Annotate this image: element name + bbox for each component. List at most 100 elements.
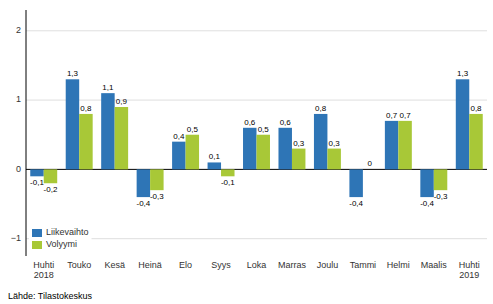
x-tick-line: Maalis [421, 260, 448, 270]
x-tick-line: Tammi [350, 260, 377, 270]
data-label: -0,4 [420, 199, 434, 208]
page: {"chart_data": { "type": "bar", "categor… [0, 0, 493, 304]
data-label: -0,1 [221, 178, 235, 187]
x-tick-label: Marras [278, 260, 307, 270]
data-label: 0,8 [470, 104, 482, 113]
data-label: -0,2 [44, 185, 58, 194]
data-label: 0,9 [116, 97, 128, 106]
y-tick-label: 1 [16, 94, 21, 104]
x-tick-label: Syys [211, 260, 231, 270]
x-tick-label: Maalis [421, 260, 448, 270]
data-label: -0,3 [434, 192, 448, 201]
legend-item: Liikevaihto [32, 227, 89, 237]
grid-line [26, 238, 487, 239]
data-label: -0,3 [150, 192, 164, 201]
x-tick-line: Heinä [138, 260, 162, 270]
bar [101, 93, 114, 169]
x-tick-label: Kesä [104, 260, 125, 270]
legend: Liikevaihto Volyymi [29, 226, 92, 252]
bar [385, 121, 398, 170]
data-label: 0,5 [187, 125, 199, 134]
x-tick-line: Marras [278, 260, 307, 270]
bar [314, 114, 327, 169]
bar [349, 169, 362, 197]
x-tick-label: Joulu [317, 260, 339, 270]
y-tick-label: 2 [16, 25, 21, 35]
bar [456, 79, 469, 169]
x-tick-label: Heinä [138, 260, 162, 270]
legend-label: Volyymi [46, 239, 77, 249]
bar [186, 135, 199, 170]
chart: −1 0 1 2 -0,1 1,3 1,1 -0,4 0,4 0,1 0,6 0,6 0,8 -0,4 0,… [0, 0, 493, 304]
data-label: 0,1 [209, 152, 221, 161]
x-tick-line: Huhti [459, 260, 480, 270]
x-tick-label: Loka [247, 260, 267, 270]
bar [278, 128, 291, 170]
x-tick-line: Helmi [387, 260, 410, 270]
data-label: 0,8 [315, 104, 327, 113]
bar [137, 169, 150, 197]
bar [243, 128, 256, 170]
y-axis-line [26, 10, 27, 256]
data-label: 0,4 [173, 132, 185, 141]
bar [79, 114, 92, 169]
bar [257, 135, 270, 170]
legend-label: Liikevaihto [46, 227, 89, 237]
x-tick-label: Huhti2018 [33, 260, 54, 280]
data-label: 1,1 [102, 83, 114, 92]
data-label: 0,3 [329, 139, 341, 148]
bar [420, 169, 433, 197]
source-note: Lähde: Tilastokeskus [8, 291, 93, 301]
legend-swatch [32, 241, 42, 249]
data-label: 1,3 [457, 69, 469, 78]
x-tick-label: Huhti2019 [459, 260, 480, 280]
bar [469, 114, 482, 169]
data-label: 0,6 [280, 118, 292, 127]
data-label: 0,7 [400, 111, 412, 120]
bars [30, 79, 482, 197]
data-label: 1,3 [67, 69, 79, 78]
data-label: -0,4 [349, 199, 363, 208]
x-tick-line: Kesä [104, 260, 125, 270]
x-tick-label: Elo [179, 260, 192, 270]
y-tick-label: −1 [11, 233, 21, 243]
grid-line [26, 100, 487, 101]
data-label: 0 [367, 159, 372, 168]
data-label: -0,1 [30, 178, 44, 187]
data-label: 0,6 [244, 118, 256, 127]
data-label: 0,7 [386, 111, 398, 120]
grid-line [26, 30, 487, 31]
bar [44, 169, 57, 183]
x-tick-label: Helmi [387, 260, 410, 270]
x-tick-line: Touko [67, 260, 91, 270]
bar [30, 169, 43, 176]
data-label: -0,4 [136, 199, 150, 208]
bar [292, 149, 305, 170]
data-label: 0,8 [80, 104, 92, 113]
bar [398, 121, 411, 170]
y-ticks: −1 0 1 2 [11, 25, 21, 243]
bar [150, 169, 163, 190]
x-tick-label: Touko [67, 260, 91, 270]
data-label: 0,5 [258, 125, 270, 134]
grid [26, 31, 487, 239]
data-labels: -0,1 1,3 1,1 -0,4 0,4 0,1 0,6 0,6 0,8 -0,4 0,7 -0,4… [30, 69, 482, 207]
bar [363, 169, 376, 170]
x-tick-line: Syys [211, 260, 231, 270]
x-ticks: Huhti2018ToukoKesäHeinäEloSyysLokaMarras… [33, 260, 480, 280]
bar [434, 169, 447, 190]
data-label: 0,3 [293, 139, 305, 148]
bar [172, 142, 185, 170]
bar [115, 107, 128, 169]
legend-swatch [32, 229, 42, 237]
x-tick-line: Joulu [317, 260, 339, 270]
y-tick-label: 0 [16, 164, 21, 174]
x-tick-line: 2018 [34, 270, 54, 280]
x-tick-label: Tammi [350, 260, 377, 270]
bar [66, 79, 79, 169]
x-tick-line: Huhti [33, 260, 54, 270]
x-tick-line: 2019 [459, 270, 479, 280]
bar [221, 169, 234, 176]
x-tick-line: Elo [179, 260, 192, 270]
x-tick-line: Loka [247, 260, 267, 270]
